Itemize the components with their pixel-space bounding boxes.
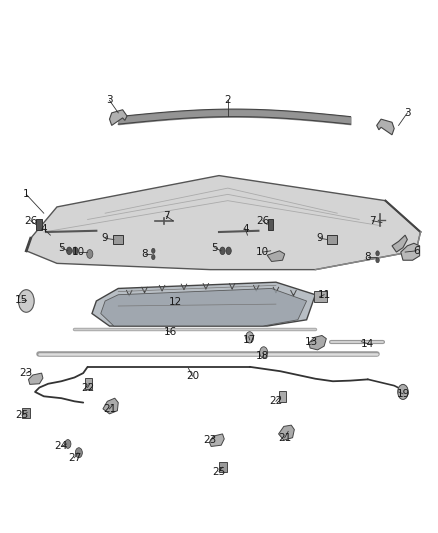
Polygon shape (309, 335, 326, 350)
Bar (314, 291, 327, 302)
Polygon shape (267, 251, 285, 262)
Text: 25: 25 (15, 410, 28, 420)
Text: 14: 14 (361, 338, 374, 349)
Polygon shape (110, 110, 127, 125)
Bar (268, 220, 273, 230)
Text: 7: 7 (369, 216, 376, 225)
Text: 3: 3 (106, 95, 113, 106)
Text: 6: 6 (413, 246, 420, 256)
Circle shape (67, 247, 72, 255)
Circle shape (260, 347, 268, 358)
Text: 15: 15 (15, 295, 28, 305)
Circle shape (18, 290, 34, 312)
Text: 4: 4 (40, 224, 47, 234)
Polygon shape (28, 373, 43, 384)
Text: 10: 10 (72, 247, 85, 257)
Bar (327, 235, 337, 244)
Circle shape (376, 258, 379, 263)
Text: 3: 3 (404, 108, 411, 118)
Circle shape (65, 440, 71, 448)
Text: 1: 1 (23, 189, 30, 199)
Text: 24: 24 (55, 441, 68, 451)
Text: 8: 8 (364, 252, 371, 262)
Text: 4: 4 (242, 224, 249, 234)
Text: 10: 10 (256, 247, 269, 257)
Text: 9: 9 (102, 233, 109, 243)
Polygon shape (209, 434, 224, 447)
Polygon shape (92, 282, 315, 326)
Polygon shape (103, 398, 118, 414)
Text: 22: 22 (269, 397, 283, 406)
Polygon shape (392, 235, 407, 252)
Polygon shape (377, 119, 394, 135)
Text: 23: 23 (20, 368, 33, 378)
Circle shape (87, 249, 93, 259)
Text: 23: 23 (204, 435, 217, 445)
Circle shape (73, 247, 78, 255)
Text: 12: 12 (169, 297, 182, 307)
Text: 21: 21 (103, 404, 116, 414)
Text: 11: 11 (318, 290, 331, 300)
Polygon shape (279, 425, 294, 440)
Circle shape (226, 247, 231, 255)
Circle shape (152, 248, 155, 253)
Text: 5: 5 (211, 243, 218, 253)
Text: 5: 5 (58, 243, 65, 253)
Text: 18: 18 (256, 351, 269, 361)
Bar (36, 220, 42, 230)
Circle shape (246, 332, 254, 343)
Text: 2: 2 (224, 95, 231, 106)
Text: 27: 27 (68, 453, 81, 463)
Circle shape (75, 448, 82, 458)
Text: 22: 22 (81, 383, 94, 392)
Circle shape (376, 251, 379, 256)
Text: 7: 7 (163, 212, 170, 221)
Text: 26: 26 (256, 216, 269, 225)
Text: 17: 17 (243, 335, 256, 345)
Text: 21: 21 (278, 433, 291, 443)
Bar (219, 462, 227, 472)
Bar (85, 378, 92, 390)
Text: 19: 19 (396, 389, 410, 399)
Polygon shape (101, 288, 307, 326)
Circle shape (398, 384, 408, 399)
Bar (22, 408, 30, 418)
Text: 8: 8 (141, 249, 148, 259)
Text: 16: 16 (164, 327, 177, 337)
Bar (113, 235, 123, 244)
Circle shape (220, 247, 225, 255)
Text: 13: 13 (304, 337, 318, 347)
Text: 26: 26 (24, 216, 37, 225)
Text: 20: 20 (186, 372, 199, 381)
Text: 25: 25 (212, 466, 226, 477)
Circle shape (152, 255, 155, 260)
Bar (279, 391, 286, 402)
Polygon shape (26, 175, 420, 270)
Text: 9: 9 (316, 233, 323, 243)
Polygon shape (401, 243, 420, 260)
